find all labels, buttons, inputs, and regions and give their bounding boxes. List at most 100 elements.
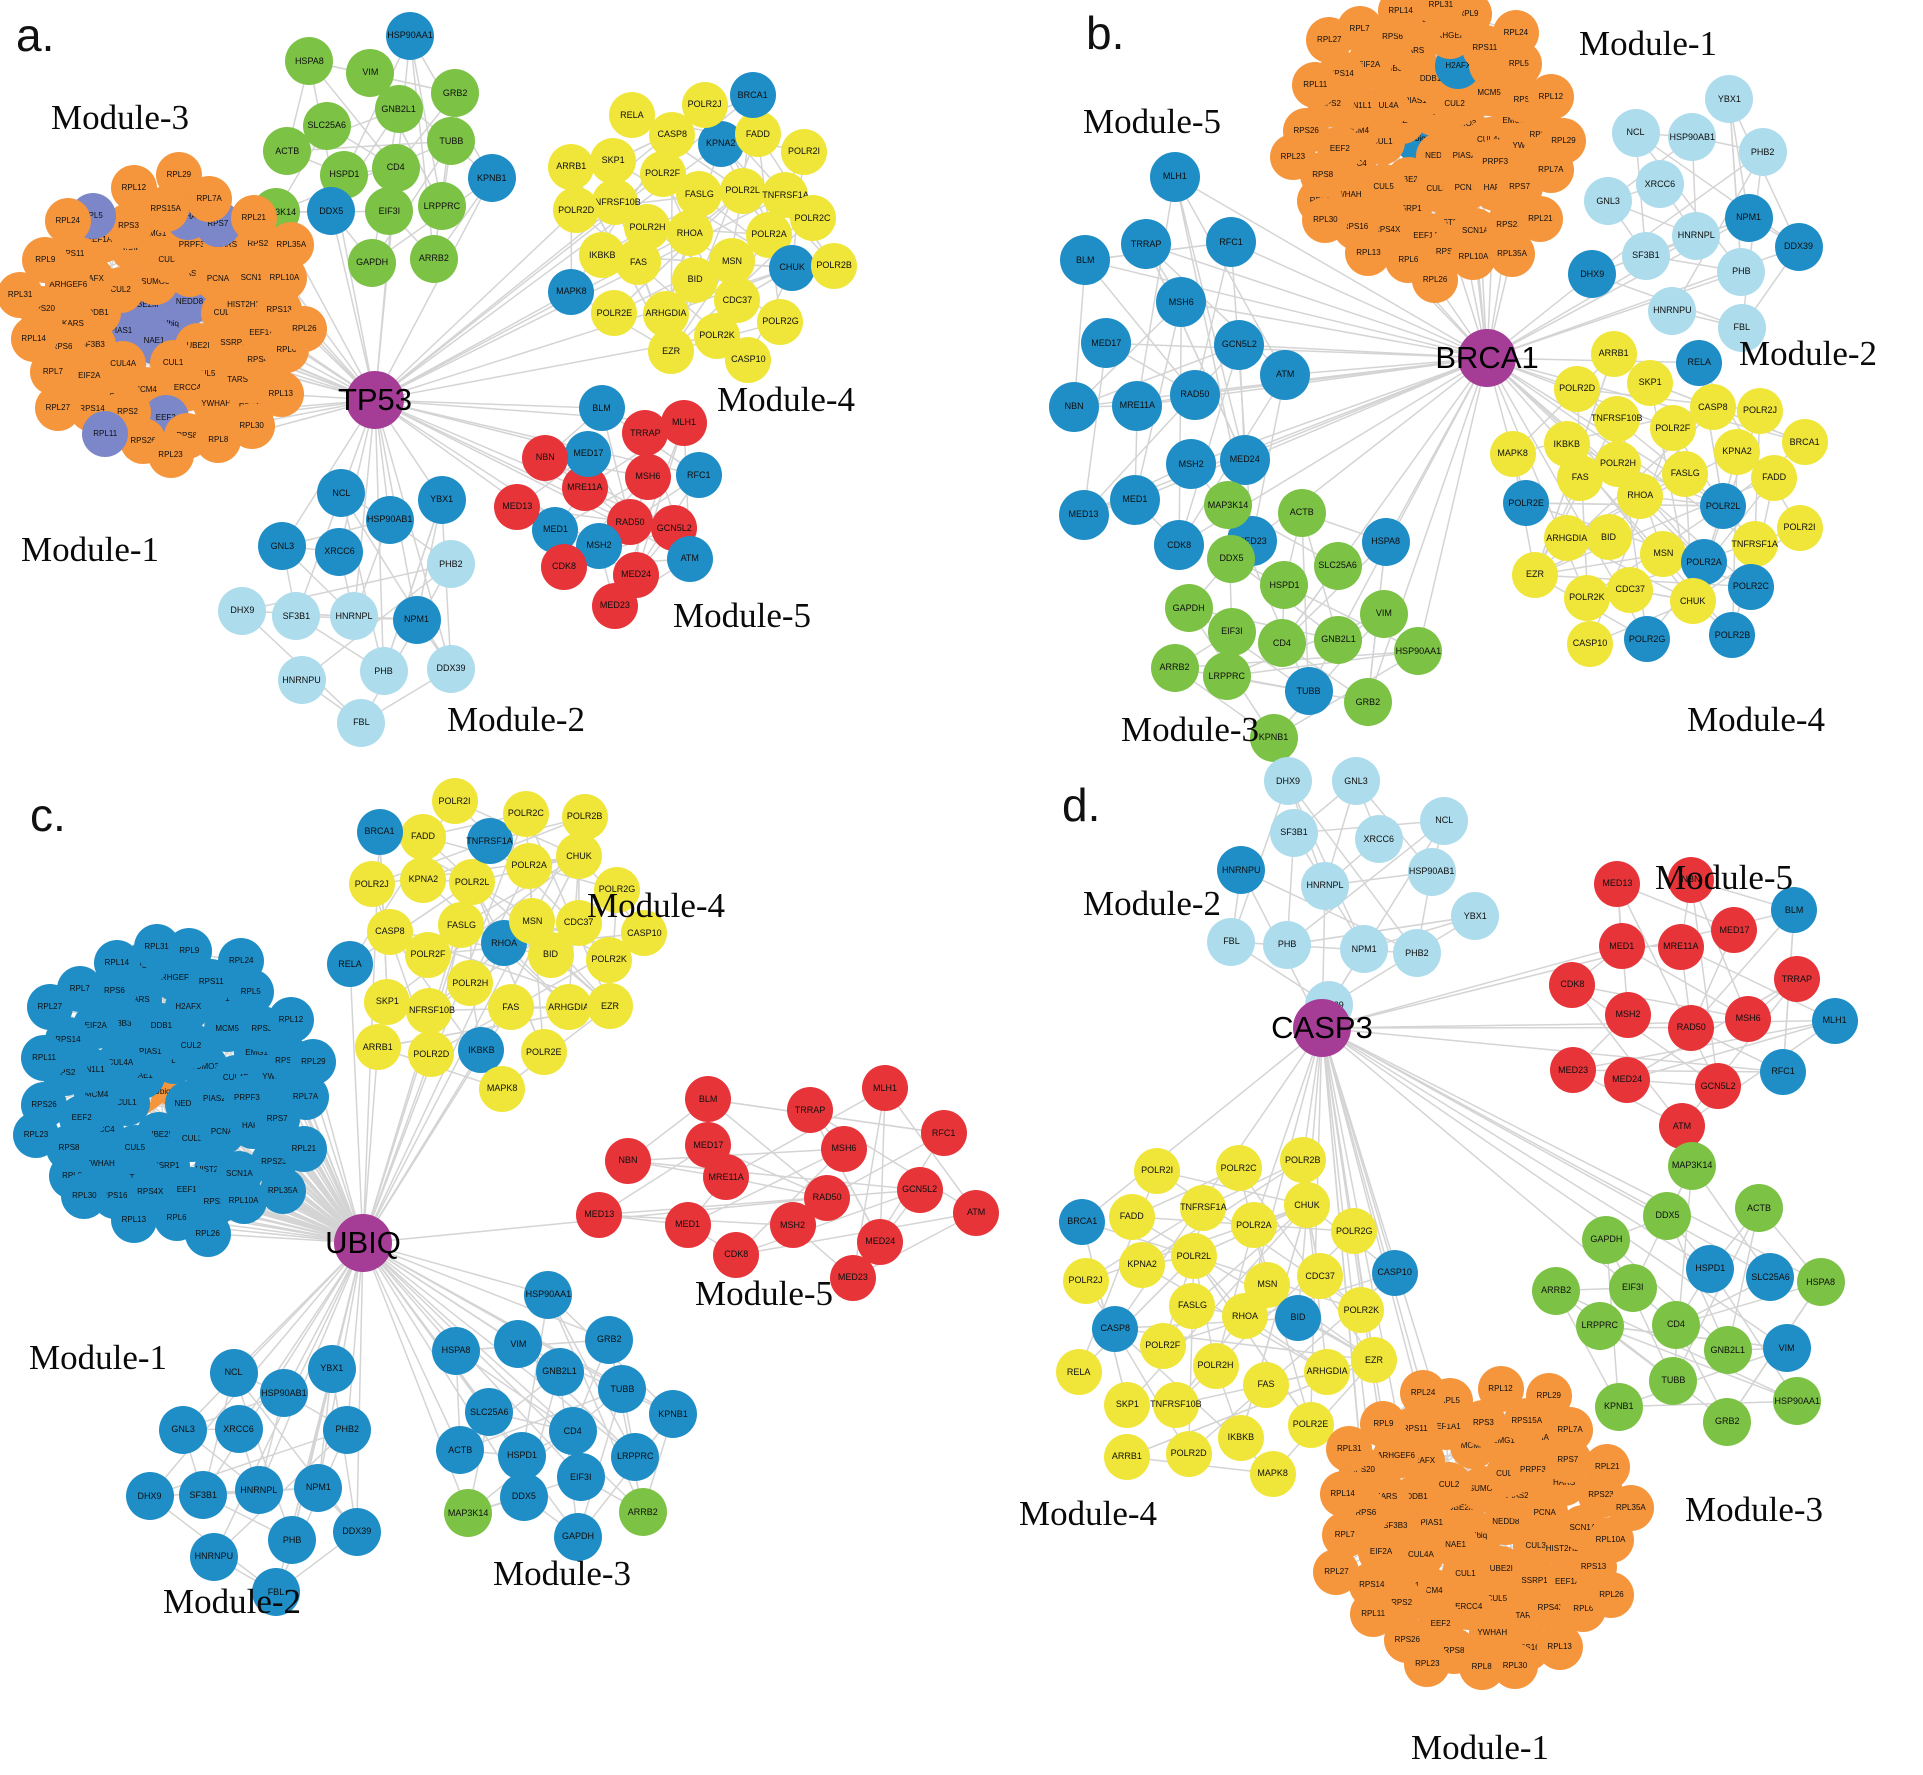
network-node[interactable]: GRB2 (1343, 678, 1392, 727)
network-node[interactable]: POLR2F (1139, 1322, 1186, 1369)
network-node[interactable]: RPL21 (280, 1126, 327, 1173)
network-node[interactable]: POLR2C (789, 195, 836, 242)
network-node[interactable]: RPL23 (1269, 133, 1316, 180)
network-node[interactable]: ARRB1 (1590, 330, 1637, 377)
network-node[interactable]: RELA (608, 92, 655, 139)
network-node[interactable]: RPL12 (110, 165, 157, 212)
network-node[interactable]: RPL12 (1477, 1366, 1524, 1413)
network-node[interactable]: VIM (1762, 1324, 1811, 1373)
network-node[interactable]: FASLG (1662, 450, 1709, 497)
network-node[interactable]: BRCA1 (1781, 419, 1828, 466)
network-node[interactable]: EIF3I (556, 1453, 605, 1502)
network-node[interactable]: POLR2E (520, 1029, 567, 1076)
hub-node[interactable] (1458, 329, 1516, 387)
network-node[interactable]: MRE11A (1112, 380, 1163, 431)
network-node[interactable]: POLR2I (1134, 1147, 1181, 1194)
network-node[interactable]: MAPK8 (1489, 430, 1536, 477)
network-node[interactable]: POLR2L (1170, 1233, 1217, 1280)
network-node[interactable]: RPL13 (1536, 1623, 1583, 1670)
network-node[interactable]: SF3B1 (1621, 231, 1670, 280)
network-node[interactable]: DDX39 (427, 644, 476, 693)
network-node[interactable]: DDX5 (307, 187, 356, 236)
network-node[interactable]: POLR2I (431, 778, 478, 825)
network-node[interactable]: RPL31 (1326, 1425, 1373, 1472)
network-node[interactable]: NCL (209, 1348, 258, 1397)
network-node[interactable]: RPL24 (1492, 9, 1539, 56)
network-node[interactable]: MED23 (829, 1254, 876, 1301)
network-node[interactable]: PHB2 (426, 540, 475, 589)
network-node[interactable]: POLR2E (1503, 480, 1550, 527)
network-node[interactable]: PHB2 (1738, 128, 1787, 177)
network-node[interactable]: CDK8 (713, 1231, 760, 1278)
network-node[interactable]: RPL29 (290, 1039, 337, 1086)
network-node[interactable]: POLR2J (681, 81, 728, 128)
network-node[interactable]: XRCC6 (214, 1405, 263, 1454)
network-node[interactable]: CDK8 (541, 543, 588, 590)
network-node[interactable]: BLM (578, 385, 625, 432)
network-node[interactable]: PHB (1263, 920, 1312, 969)
network-node[interactable]: DDX5 (1643, 1191, 1692, 1240)
network-node[interactable]: KPNA2 (400, 856, 447, 903)
network-node[interactable]: BRCA1 (356, 808, 403, 855)
network-node[interactable]: TNFRSF10B (1591, 395, 1642, 442)
network-node[interactable]: CDC37 (1297, 1253, 1344, 1300)
network-node[interactable]: DDX39 (332, 1507, 381, 1556)
network-node[interactable]: GRB2 (585, 1315, 634, 1364)
network-node[interactable]: XRCC6 (315, 527, 364, 576)
network-node[interactable]: SKP1 (1627, 359, 1674, 406)
network-node[interactable]: RPL26 (1412, 257, 1459, 304)
network-node[interactable]: MSH6 (1725, 995, 1772, 1042)
network-node[interactable]: GNL3 (1332, 757, 1380, 806)
network-node[interactable]: MED23 (591, 582, 638, 629)
network-node[interactable]: TRRAP (1773, 956, 1820, 1003)
network-node[interactable]: MLH1 (1811, 997, 1858, 1044)
network-node[interactable]: FBL (1207, 917, 1256, 966)
network-node[interactable]: HNRNPL (1672, 211, 1721, 260)
network-node[interactable]: FBL (337, 698, 386, 747)
network-node[interactable]: EIF3I (1207, 607, 1256, 656)
network-node[interactable]: FADD (1751, 454, 1798, 501)
network-node[interactable]: ARHGDIA (1304, 1348, 1351, 1395)
network-node[interactable]: HSPA8 (1796, 1258, 1845, 1307)
network-node[interactable]: RPL23 (13, 1111, 59, 1158)
network-node[interactable]: RPL30 (228, 402, 275, 449)
network-node[interactable]: ARRB1 (354, 1024, 401, 1071)
network-node[interactable]: POLR2C (1215, 1145, 1262, 1192)
network-node[interactable]: EZR (648, 328, 695, 375)
network-node[interactable]: DDX5 (499, 1472, 548, 1521)
network-node[interactable]: EZR (1351, 1337, 1398, 1384)
network-node[interactable]: RFC1 (675, 452, 722, 499)
network-node[interactable]: POLR2L (449, 859, 496, 906)
network-node[interactable]: POLR2A (506, 842, 553, 889)
network-node[interactable]: MED24 (1219, 434, 1270, 485)
network-node[interactable]: MLH1 (660, 399, 707, 446)
network-node[interactable]: XRCC6 (1635, 160, 1684, 209)
network-node[interactable]: MSH2 (769, 1202, 816, 1249)
network-node[interactable]: ARHGDIA (1543, 515, 1590, 562)
network-node[interactable]: TRRAP (1121, 219, 1172, 270)
network-node[interactable]: GRB2 (1703, 1397, 1752, 1446)
network-node[interactable]: MED13 (1594, 860, 1641, 907)
network-node[interactable]: MED13 (494, 483, 541, 530)
network-node[interactable]: POLR2C (1727, 563, 1774, 610)
network-node[interactable]: MAP3K14 (1668, 1141, 1717, 1190)
network-node[interactable]: HSPA8 (1361, 517, 1410, 566)
network-node[interactable]: GNB2L1 (1314, 615, 1363, 664)
network-node[interactable]: RPL13 (110, 1197, 157, 1243)
network-node[interactable]: PHB (1717, 247, 1766, 296)
network-node[interactable]: CASP10 (1371, 1249, 1418, 1296)
network-node[interactable]: NPM1 (294, 1463, 343, 1512)
network-node[interactable]: POLR2I (781, 128, 827, 175)
network-node[interactable]: MED13 (576, 1191, 623, 1238)
network-node[interactable]: RHOA (666, 210, 713, 257)
network-node[interactable]: PHB (268, 1516, 317, 1564)
network-node[interactable]: EIF3I (1608, 1263, 1657, 1312)
network-node[interactable]: MLH1 (1149, 151, 1200, 202)
network-node[interactable]: NPM1 (392, 595, 441, 644)
network-node[interactable]: RELA (1055, 1349, 1102, 1396)
network-node[interactable]: RPL31 (133, 923, 180, 970)
network-node[interactable]: YBX1 (417, 475, 466, 524)
network-node[interactable]: RPL21 (1584, 1443, 1631, 1490)
network-node[interactable]: RFC1 (1206, 217, 1257, 268)
network-node[interactable]: RPL26 (281, 305, 328, 352)
